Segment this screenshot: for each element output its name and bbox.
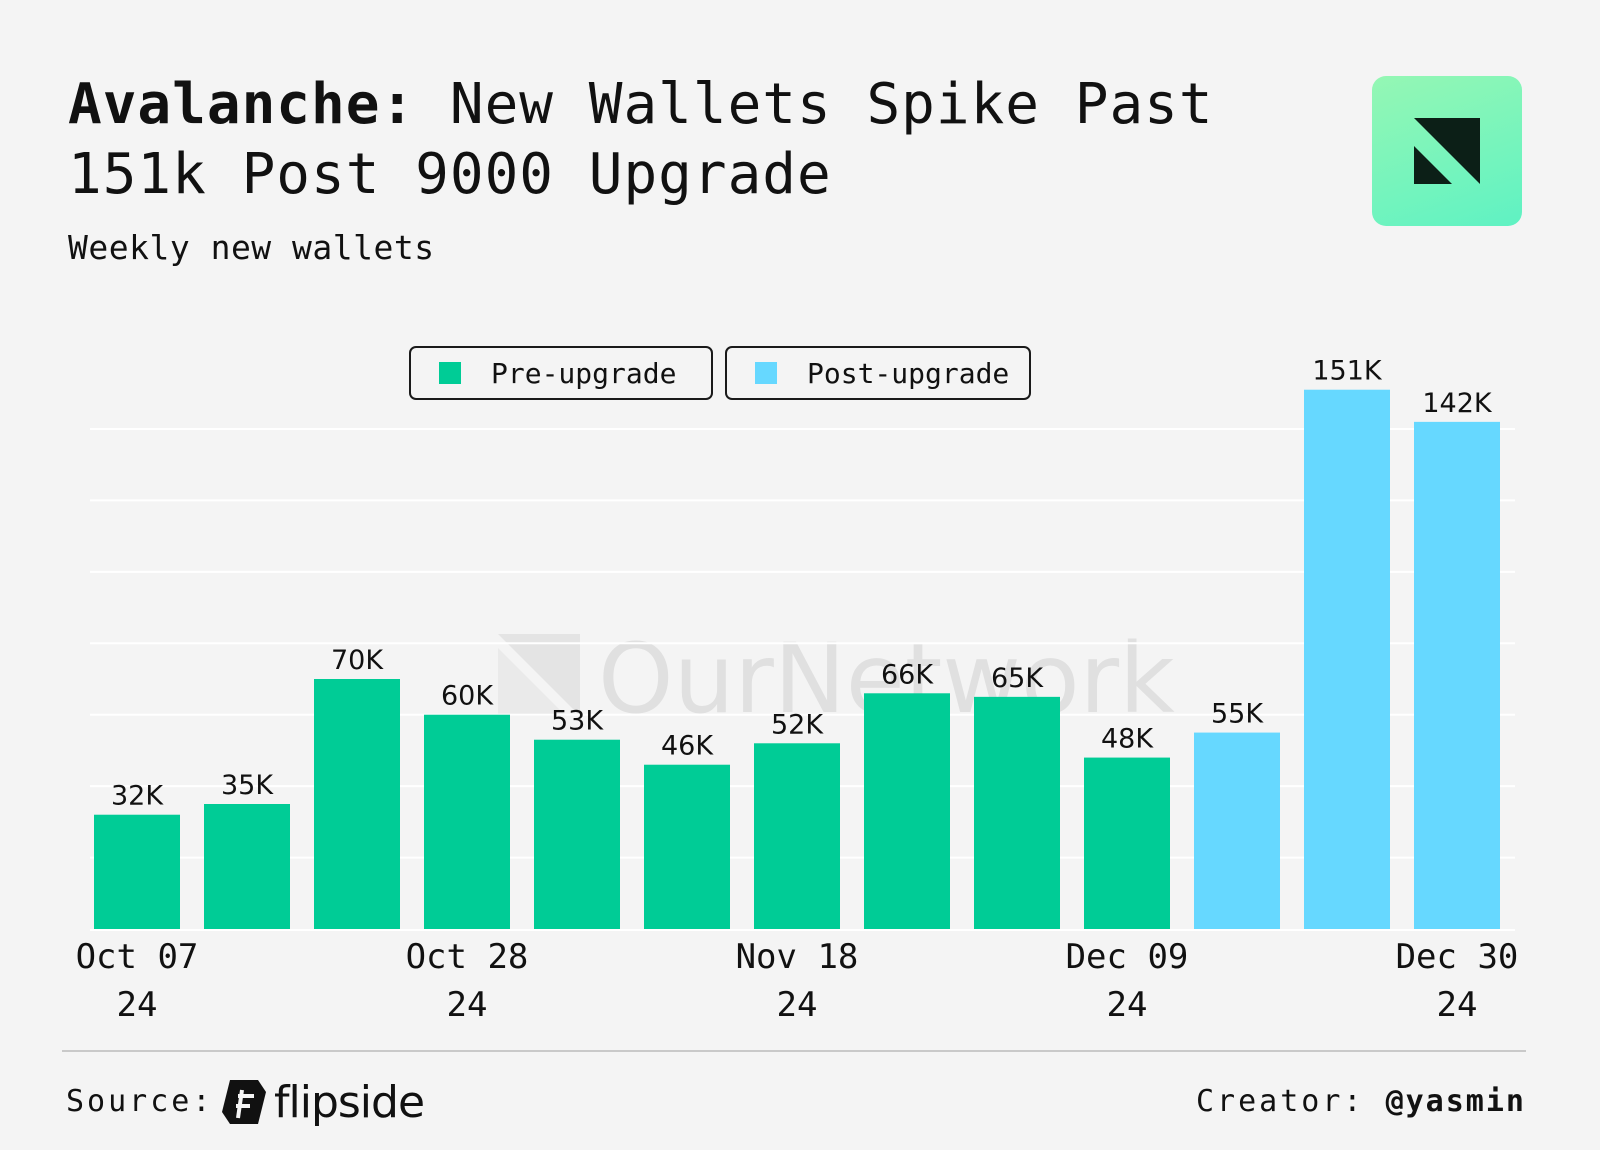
legend-swatch-pre-upgrade [439,362,461,384]
legend-swatch-post-upgrade [755,362,777,384]
bar-value-label: 52K [771,709,824,740]
legend-label-post-upgrade: Post-upgrade [807,356,1010,390]
watermark: OurNetwork [498,623,1175,735]
flipside-logo-icon [222,1080,266,1124]
x-tick-label-year: 24 [447,985,488,1025]
chart-title-rest: New Wallets Spike Past 151k Post 9000 Up… [68,72,1214,207]
bar-value-label: 60K [441,681,494,712]
bar [314,679,400,929]
legend-item-pre-upgrade: Pre-upgrade [409,346,713,400]
bar [1304,389,1390,929]
creator-credit: Creator: @yasmin [1196,1084,1526,1119]
bar [424,714,510,929]
bar [754,743,840,929]
legend-item-post-upgrade: Post-upgrade [725,346,1031,400]
bar-value-label: 55K [1211,699,1264,730]
chart-title: Avalanche: New Wallets Spike Past 151k P… [68,70,1298,210]
bar-value-label: 66K [881,659,934,690]
x-tick-label: Dec 09 [1066,937,1189,977]
source-brand: flipside [220,1074,425,1130]
bar-value-label: 53K [551,706,604,737]
chart-subtitle: Weekly new wallets [68,228,435,267]
bar-chart: OurNetwork 32K 35K 70K 60K 53K 46K 52K 66K 65K 48… [76,356,1519,1025]
bar-value-label: 32K [111,781,164,812]
bar [1194,732,1280,929]
bar [94,814,180,929]
x-tick-label: Oct 07 [76,937,199,977]
x-tick-label: Dec 30 [1396,937,1519,977]
x-tick-label-year: 24 [117,985,158,1025]
x-tick-label-year: 24 [777,985,818,1025]
x-tick-label: Oct 28 [406,937,529,977]
bar-value-label: 48K [1101,724,1154,755]
legend-label-pre-upgrade: Pre-upgrade [491,356,677,390]
bar [534,739,620,929]
x-tick-label-year: 24 [1437,985,1478,1025]
source-brand-name: flipside [274,1076,425,1128]
x-tick-label: Nov 18 [736,937,859,977]
bar-value-label: 142K [1422,388,1493,419]
bar-value-label: 65K [991,663,1044,694]
creator-label: Creator: [1196,1084,1365,1119]
bar [1414,421,1500,929]
footer-divider [62,1050,1526,1052]
chart-title-bold: Avalanche: [68,72,416,137]
bar-value-label: 70K [331,645,384,676]
source-label: Source: [66,1084,214,1119]
bar-value-label: 151K [1312,356,1383,387]
bar [1084,757,1170,929]
ournetwork-logo-icon [1372,76,1522,226]
bar [204,804,290,929]
bars [94,389,1500,929]
x-tick-label-year: 24 [1107,985,1148,1025]
x-axis-ticks: Oct 07 24 Oct 28 24 Nov 18 24 Dec 09 24 Dec 30 24 [76,937,1519,1025]
bar-value-label: 46K [661,731,714,762]
bar [644,764,730,929]
bar-labels: 32K 35K 70K 60K 53K 46K 52K 66K 65K 48K 55K 151K 142… [111,356,1493,812]
bar [974,696,1060,929]
bar [864,693,950,929]
creator-handle: @yasmin [1385,1084,1526,1119]
bar-value-label: 35K [221,770,274,801]
